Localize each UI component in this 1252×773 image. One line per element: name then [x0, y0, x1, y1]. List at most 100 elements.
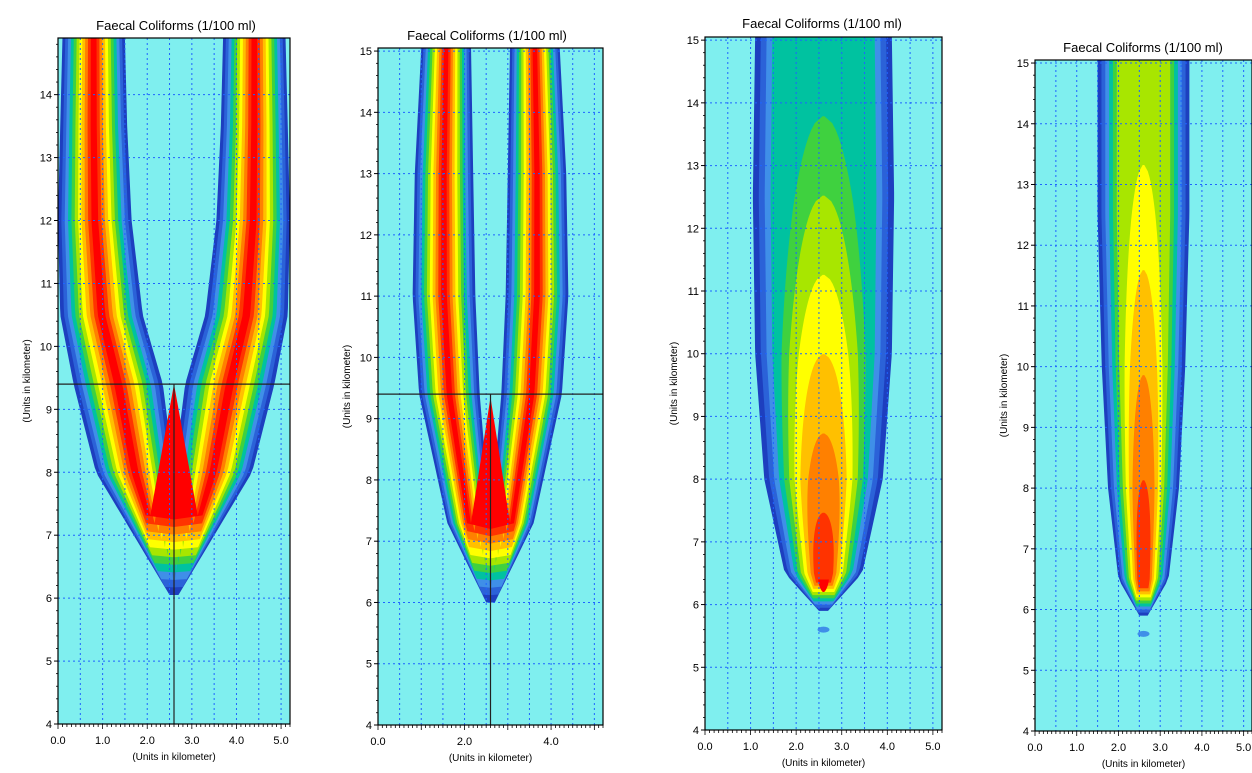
y-tick-label: 5 — [366, 659, 372, 671]
x-axis: 0.0 1.0 2.0 3.0 4.0 5.0 — [50, 724, 291, 747]
plume-level-10 — [1136, 480, 1151, 589]
y-tick-label: 9 — [1023, 422, 1029, 434]
y-tick-label: 12 — [687, 223, 699, 235]
x-axis: 0.0 1.0 2.0 3.0 4.0 5.0 — [1027, 731, 1252, 754]
y-tick-label: 6 — [46, 593, 52, 605]
x-tick-label: 4.0 — [1194, 742, 1209, 754]
grid — [1035, 60, 1252, 731]
chart-title: Faecal Coliforms (1/100 ml) — [96, 18, 256, 33]
x-axis: 0.0 2.0 4.0 — [370, 725, 604, 748]
y-tick-label: 7 — [1023, 544, 1029, 556]
y-tick-label: 13 — [360, 169, 372, 181]
x-tick-label: 4.0 — [229, 735, 244, 747]
x-axis-label: (Units in kilometer) — [132, 752, 215, 763]
x-tick-label: 2.0 — [457, 736, 472, 748]
x-tick-label: 0.0 — [697, 741, 712, 753]
x-tick-label: 5.0 — [925, 741, 940, 753]
x-axis-label: (Units in kilometer) — [449, 753, 532, 764]
y-tick-label: 12 — [40, 216, 52, 228]
y-tick-label: 13 — [40, 153, 52, 165]
y-tick-label: 10 — [687, 349, 699, 361]
y-tick-label: 15 — [687, 35, 699, 47]
y-tick-label: 11 — [1018, 301, 1029, 313]
x-tick-label: 3.0 — [834, 741, 849, 753]
y-tick-label: 4 — [46, 719, 52, 731]
y-tick-label: 12 — [360, 230, 372, 242]
y-tick-label: 10 — [360, 352, 372, 364]
y-axis: 4 5 6 7 8 9 10 11 12 13 14 15 — [687, 35, 705, 737]
y-axis-label: (Units in kilometer) — [342, 345, 353, 428]
y-tick-label: 4 — [1023, 726, 1029, 738]
x-axis-label: (Units in kilometer) — [1102, 759, 1185, 770]
y-tick-label: 7 — [366, 536, 372, 548]
y-tick-label: 9 — [366, 414, 372, 426]
y-tick-label: 11 — [361, 291, 372, 303]
x-tick-label: 2.0 — [789, 741, 804, 753]
y-axis-label: (Units in kilometer) — [669, 342, 680, 425]
x-tick-label: 4.0 — [543, 736, 558, 748]
y-tick-label: 14 — [1017, 119, 1029, 131]
x-tick-label: 1.0 — [1069, 742, 1084, 754]
chart-panel-a: 4 5 6 7 8 9 10 11 12 13 14 0.0 1.0 2.0 3.0 4.0 5.0 (Units… — [22, 18, 291, 763]
x-tick-label: 5.0 — [273, 735, 288, 747]
x-tick-label: 0.0 — [1027, 742, 1042, 754]
y-axis: 4 5 6 7 8 9 10 11 12 13 14 15 — [360, 46, 378, 732]
y-tick-label: 15 — [360, 46, 372, 58]
x-tick-label: 0.0 — [50, 735, 65, 747]
y-tick-label: 9 — [693, 411, 699, 423]
plume-blip — [1137, 630, 1150, 637]
y-tick-label: 11 — [41, 278, 52, 290]
x-axis-label: (Units in kilometer) — [782, 758, 865, 769]
x-tick-label: 5.0 — [1236, 742, 1251, 754]
y-tick-label: 6 — [693, 600, 699, 612]
chart-title: Faecal Coliforms (1/100 ml) — [407, 28, 567, 43]
y-tick-label: 6 — [1023, 605, 1029, 617]
y-tick-label: 15 — [1017, 58, 1029, 70]
x-tick-label: 1.0 — [743, 741, 758, 753]
y-tick-label: 8 — [366, 475, 372, 487]
x-tick-label: 1.0 — [95, 735, 110, 747]
y-tick-label: 8 — [693, 474, 699, 486]
y-axis-label: (Units in kilometer) — [22, 339, 33, 422]
y-tick-label: 5 — [46, 656, 52, 668]
y-axis: 4 5 6 7 8 9 10 11 12 13 14 15 — [1017, 58, 1035, 738]
plume-level-10 — [813, 512, 834, 583]
x-tick-label: 3.0 — [1153, 742, 1168, 754]
y-tick-label: 13 — [687, 161, 699, 173]
y-tick-label: 9 — [46, 404, 52, 416]
chart-title: Faecal Coliforms (1/100 ml) — [1063, 40, 1223, 55]
y-tick-label: 8 — [46, 467, 52, 479]
y-tick-label: 4 — [693, 725, 699, 737]
plume-blip — [817, 626, 830, 633]
x-axis: 0.0 1.0 2.0 3.0 4.0 5.0 — [697, 730, 943, 753]
y-tick-label: 13 — [1017, 179, 1029, 191]
chart-panel-b: 4 5 6 7 8 9 10 11 12 13 14 15 0.0 2.0 4.0 (Units in kil… — [342, 28, 604, 764]
y-tick-label: 12 — [1017, 240, 1029, 252]
y-tick-label: 14 — [40, 90, 52, 102]
chart-title: Faecal Coliforms (1/100 ml) — [742, 16, 902, 31]
y-tick-label: 10 — [40, 341, 52, 353]
chart-panel-d: 4 5 6 7 8 9 10 11 12 13 14 15 0.0 1.0 2.0 3.0 4.0 5.0 (Uni… — [999, 40, 1252, 770]
chart-panel-c: 4 5 6 7 8 9 10 11 12 13 14 15 0.0 1.0 2.0 3.0 4.0 5.0 (Uni… — [669, 16, 943, 769]
y-tick-label: 6 — [366, 597, 372, 609]
y-tick-label: 5 — [693, 662, 699, 674]
y-tick-label: 8 — [1023, 483, 1029, 495]
x-tick-label: 4.0 — [880, 741, 895, 753]
y-tick-label: 4 — [366, 720, 372, 732]
grid — [705, 37, 942, 730]
y-tick-label: 7 — [693, 537, 699, 549]
y-tick-label: 7 — [46, 530, 52, 542]
y-tick-label: 10 — [1017, 362, 1029, 374]
plume-level-11 — [818, 579, 829, 593]
x-tick-label: 2.0 — [1111, 742, 1126, 754]
x-tick-label: 3.0 — [184, 735, 199, 747]
x-tick-label: 2.0 — [140, 735, 155, 747]
plume-layer — [1097, 60, 1190, 637]
y-tick-label: 14 — [687, 98, 699, 110]
y-tick-label: 5 — [1023, 665, 1029, 677]
y-tick-label: 11 — [688, 286, 699, 298]
plume-layer — [752, 37, 895, 633]
y-axis-label: (Units in kilometer) — [999, 354, 1010, 437]
y-tick-label: 14 — [360, 107, 372, 119]
